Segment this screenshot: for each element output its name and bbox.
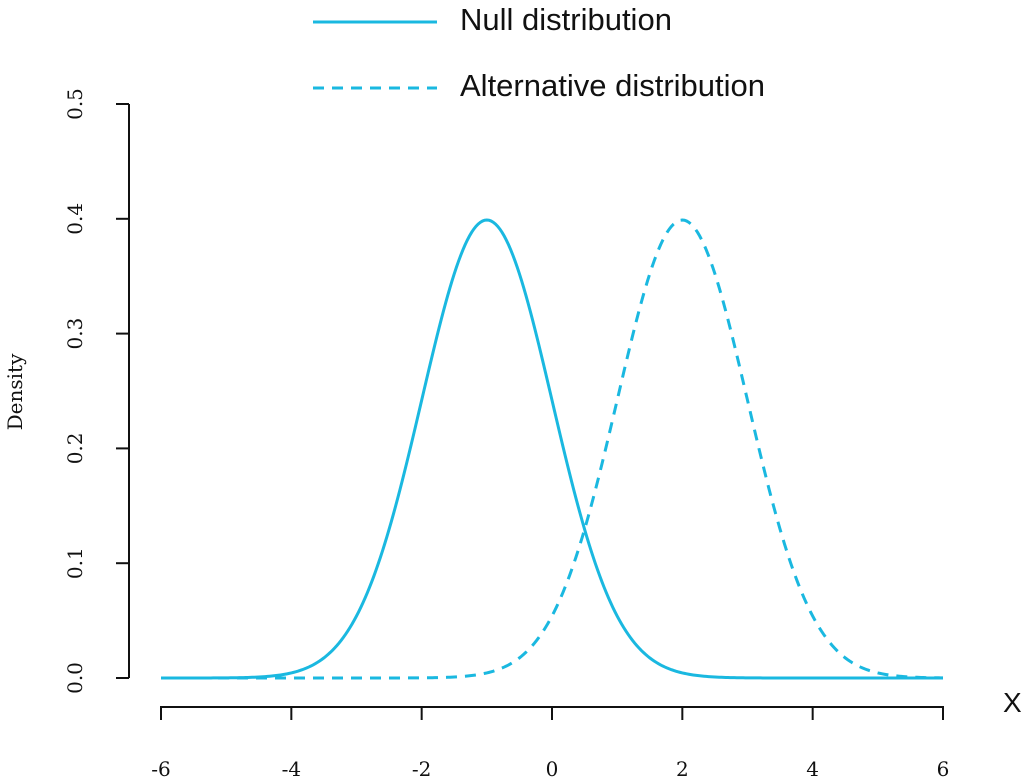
- x-tick-label: -4: [282, 757, 301, 781]
- x-tick-label: 2: [676, 757, 689, 781]
- y-axis-label: Density: [3, 353, 27, 430]
- legend: Null distribution Alternative distributi…: [313, 2, 765, 103]
- y-tick-label: 0.2: [63, 432, 87, 464]
- x-axis-label: X: [1003, 687, 1022, 718]
- x-tick-label: -6: [151, 757, 170, 781]
- series-group: [161, 218, 944, 680]
- y-tick-label: 0.0: [63, 662, 87, 694]
- x-tick-label: 6: [937, 757, 950, 781]
- x-ticks: -6 -4 -2 0 2 4 6: [151, 707, 949, 781]
- y-ticks: 0.0 0.1 0.2 0.3 0.4 0.5: [63, 88, 129, 694]
- x-tick-label: 0: [546, 757, 559, 781]
- legend-label-alternative: Alternative distribution: [460, 68, 765, 103]
- y-tick-label: 0.1: [63, 547, 87, 579]
- y-tick-label: 0.4: [63, 203, 87, 235]
- y-tick-label: 0.5: [63, 88, 87, 120]
- y-tick-label: 0.3: [63, 318, 87, 350]
- legend-label-null: Null distribution: [460, 2, 672, 37]
- null-distribution-line: [161, 218, 943, 680]
- x-tick-label: 4: [806, 757, 819, 781]
- alternative-distribution-line: [161, 218, 944, 680]
- x-tick-label: -2: [412, 757, 431, 781]
